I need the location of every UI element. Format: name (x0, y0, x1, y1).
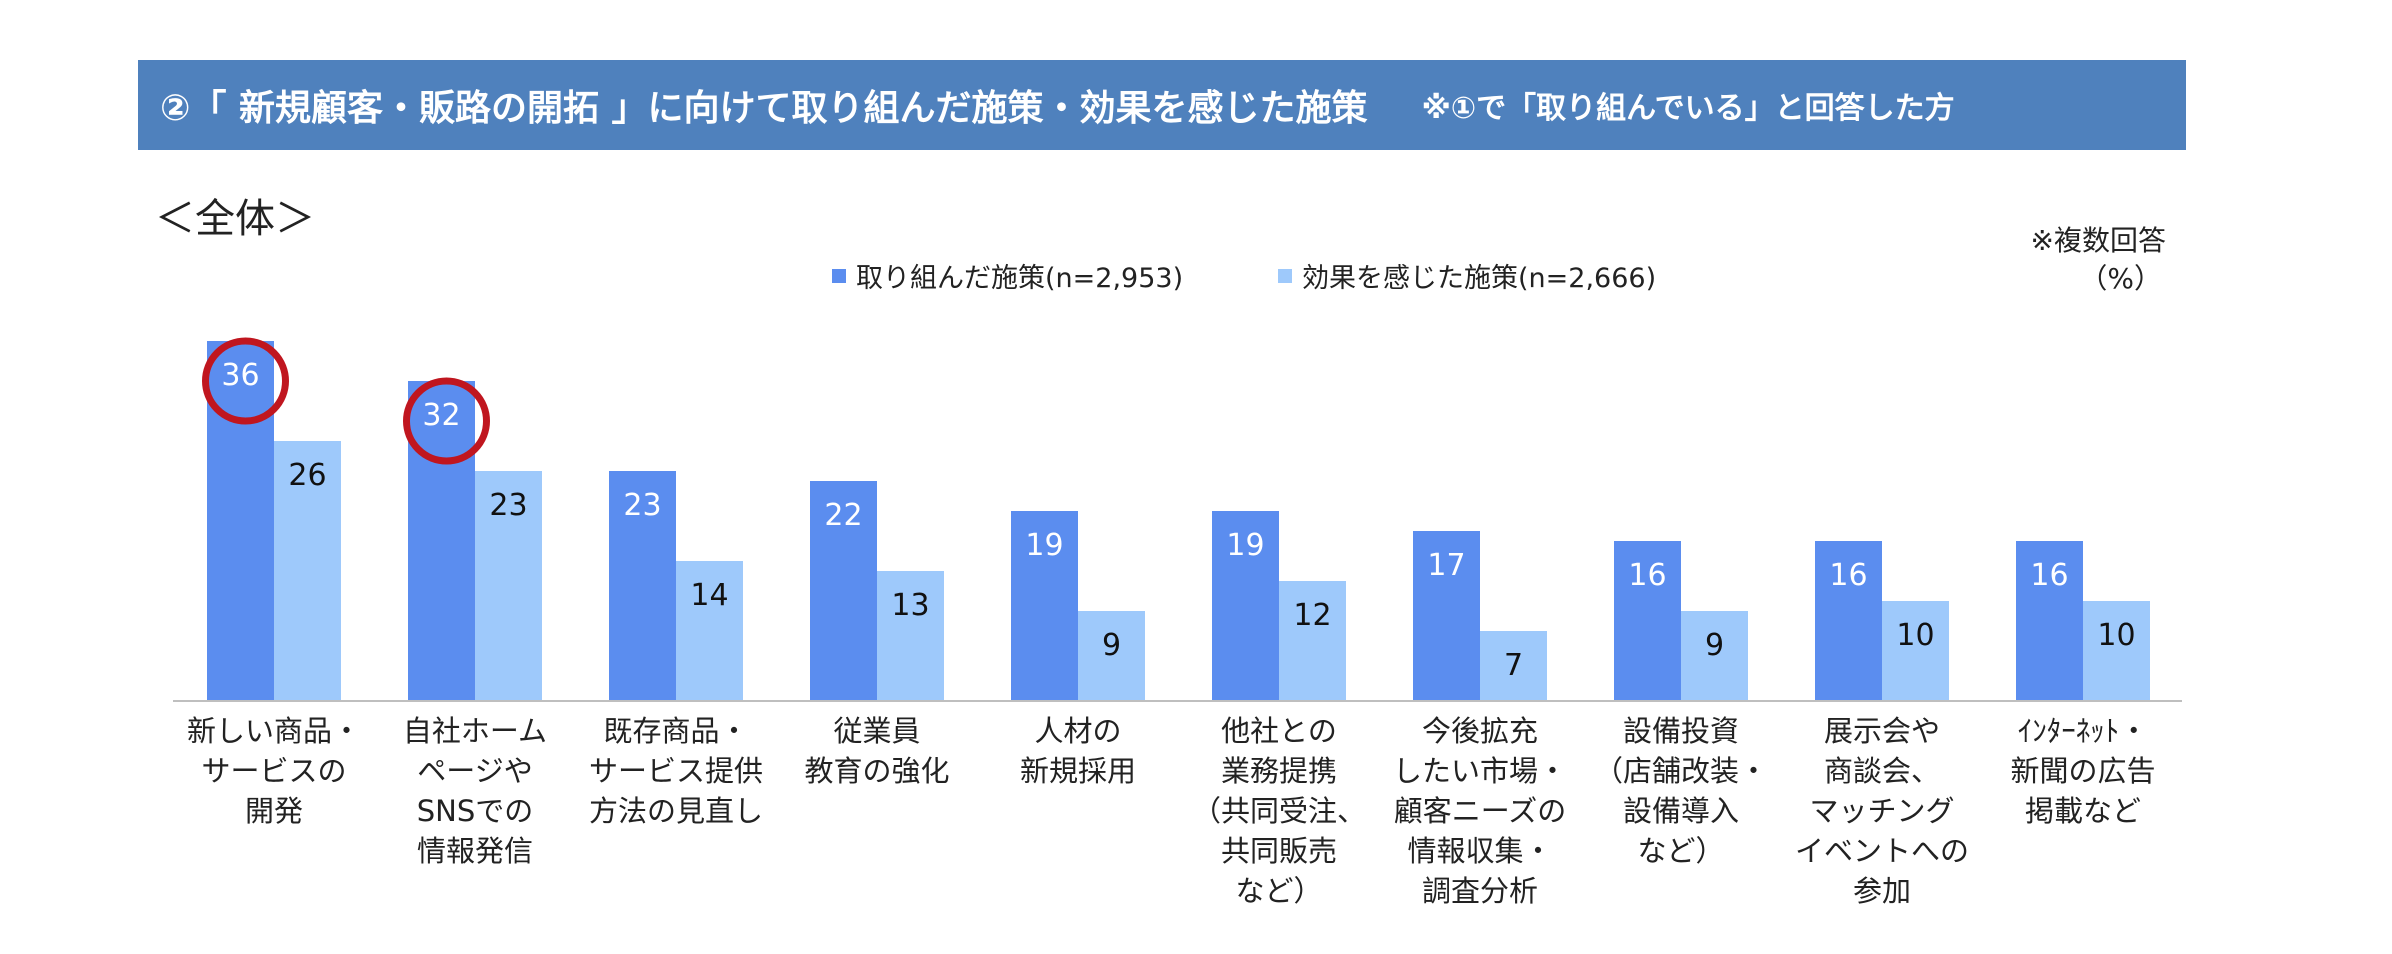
bar-series-1-4 (1011, 511, 1078, 701)
data-label-series-1-0: 36 (221, 358, 259, 393)
category-label-3-line-1: 教育の強化 (804, 754, 949, 788)
bar-series-1-6 (1413, 531, 1480, 701)
category-label-7-line-3: など） (1637, 834, 1724, 868)
data-label-series-1-8: 16 (1829, 558, 1867, 593)
category-label-7-line-0: 設備投資 (1623, 714, 1739, 748)
data-label-series-2-7: 9 (1705, 628, 1724, 663)
data-label-series-2-3: 13 (891, 588, 929, 623)
bar-series-2-7 (1681, 611, 1748, 701)
data-label-series-2-5: 12 (1293, 598, 1331, 633)
data-label-series-1-3: 22 (824, 498, 862, 533)
data-label-series-1-2: 23 (623, 488, 661, 523)
data-label-series-1-7: 16 (1628, 558, 1666, 593)
legend-swatch-series-1 (832, 268, 846, 283)
data-label-series-2-1: 23 (489, 488, 527, 523)
section-title: ②「 新規顧客・販路の開拓 」に向けて取り組んだ施策・効果を感じた施策 (160, 88, 1368, 129)
bar-series-1-5 (1212, 511, 1279, 701)
category-label-2-line-1: サービス提供 (589, 754, 763, 788)
category-label-9-line-2: 掲載など (2025, 794, 2141, 828)
category-label-5-line-4: など） (1235, 874, 1322, 908)
legend-item-series-1: 取り組んだ施策(n=2,953) (832, 256, 1183, 295)
bar-series-2-9 (2083, 601, 2150, 701)
multiple-answer-label: ※複数回答 (2030, 224, 2166, 257)
category-label-9-line-0: ｲﾝﾀｰﾈｯﾄ・ (2018, 714, 2149, 748)
bar-series-2-8 (1882, 601, 1949, 701)
category-label-1-line-0: 自社ホーム (403, 714, 547, 748)
bar-series-2-5 (1279, 581, 1346, 701)
category-label-8-line-3: イベントへの (1795, 834, 1969, 868)
chart-subtitle: ＜全体＞ (155, 196, 315, 242)
data-label-series-2-9: 10 (2097, 618, 2135, 653)
category-label-2-line-0: 既存商品・ (603, 714, 748, 748)
category-label-7-line-1: （店舗改装・ (1594, 754, 1768, 788)
category-label-8-line-1: 商談会、 (1824, 754, 1940, 788)
category-label-8-line-2: マッチング (1809, 794, 1954, 828)
data-label-series-2-6: 7 (1504, 648, 1523, 683)
category-label-5-line-2: （共同受注、 (1192, 794, 1366, 828)
bar-series-2-4 (1078, 611, 1145, 701)
bar-series-1-8 (1815, 541, 1882, 701)
bar-series-2-2 (676, 561, 743, 701)
highlight-circle-1 (403, 377, 490, 465)
highlight-circle-0 (202, 337, 289, 425)
category-label-1-line-1: ページや (417, 754, 532, 788)
section-header: ②「 新規顧客・販路の開拓 」に向けて取り組んだ施策・効果を感じた施策 ※①で「… (138, 60, 2186, 150)
category-label-5-line-3: 共同販売 (1221, 834, 1337, 868)
bar-series-1-9 (2016, 541, 2083, 701)
category-label-6-line-2: 顧客ニーズの (1394, 794, 1567, 828)
category-label-0-line-2: 開発 (245, 794, 303, 828)
bar-series-1-0 (207, 341, 274, 701)
category-label-0-line-1: サービスの (201, 754, 346, 788)
data-label-series-2-8: 10 (1896, 618, 1934, 653)
legend-label-series-1: 取り組んだ施策(n=2,953) (856, 263, 1184, 294)
category-label-6-line-0: 今後拡充 (1422, 714, 1538, 748)
category-label-4-line-1: 新規採用 (1020, 754, 1136, 788)
category-label-3-line-0: 従業員 (833, 714, 920, 748)
data-label-series-1-5: 19 (1226, 528, 1264, 563)
category-label-1-line-3: 情報発信 (417, 834, 533, 868)
bar-series-2-6 (1480, 631, 1547, 701)
category-label-4-line-0: 人材の (1034, 714, 1121, 748)
bar-series-1-1 (408, 381, 475, 701)
data-label-series-1-9: 16 (2030, 558, 2068, 593)
category-label-6-line-4: 調査分析 (1422, 874, 1538, 908)
bar-series-2-3 (877, 571, 944, 701)
bar-series-1-7 (1614, 541, 1681, 701)
unit-label: （%） (2079, 262, 2162, 295)
bar-series-1-2 (609, 471, 676, 701)
bar-series-1-3 (810, 481, 877, 701)
category-label-9-line-1: 新聞の広告 (2010, 754, 2155, 788)
category-label-0-line-0: 新しい商品・ (187, 714, 361, 748)
multiple-answer-note: ※複数回答 （%） (2031, 222, 2166, 298)
category-label-6-line-3: 情報収集・ (1407, 834, 1552, 868)
category-label-6-line-1: したい市場・ (1393, 754, 1567, 788)
data-label-series-1-1: 32 (422, 398, 460, 433)
category-label-2-line-2: 方法の見直し (589, 794, 763, 828)
category-label-7-line-2: 設備導入 (1623, 794, 1739, 828)
legend-label-series-2: 効果を感じた施策(n=2,666) (1302, 263, 1657, 294)
legend-swatch-series-2 (1278, 268, 1292, 283)
respondent-note: ※①で「取り組んでいる」と回答した方 (1421, 91, 1955, 126)
data-label-series-1-6: 17 (1427, 548, 1465, 583)
legend-item-series-2: 効果を感じた施策(n=2,666) (1278, 256, 1656, 295)
category-label-5-line-0: 他社との (1221, 714, 1337, 748)
data-label-series-1-4: 19 (1025, 528, 1063, 563)
category-label-1-line-2: SNSでの (417, 794, 534, 828)
bar-series-2-1 (475, 471, 542, 701)
data-label-series-2-0: 26 (288, 458, 326, 493)
category-label-8-line-0: 展示会や (1824, 714, 1940, 748)
data-label-series-2-2: 14 (690, 578, 728, 613)
category-label-5-line-1: 業務提携 (1221, 754, 1337, 788)
category-label-8-line-4: 参加 (1853, 874, 1911, 908)
data-label-series-2-4: 9 (1102, 628, 1121, 663)
bar-series-2-0 (274, 441, 341, 701)
